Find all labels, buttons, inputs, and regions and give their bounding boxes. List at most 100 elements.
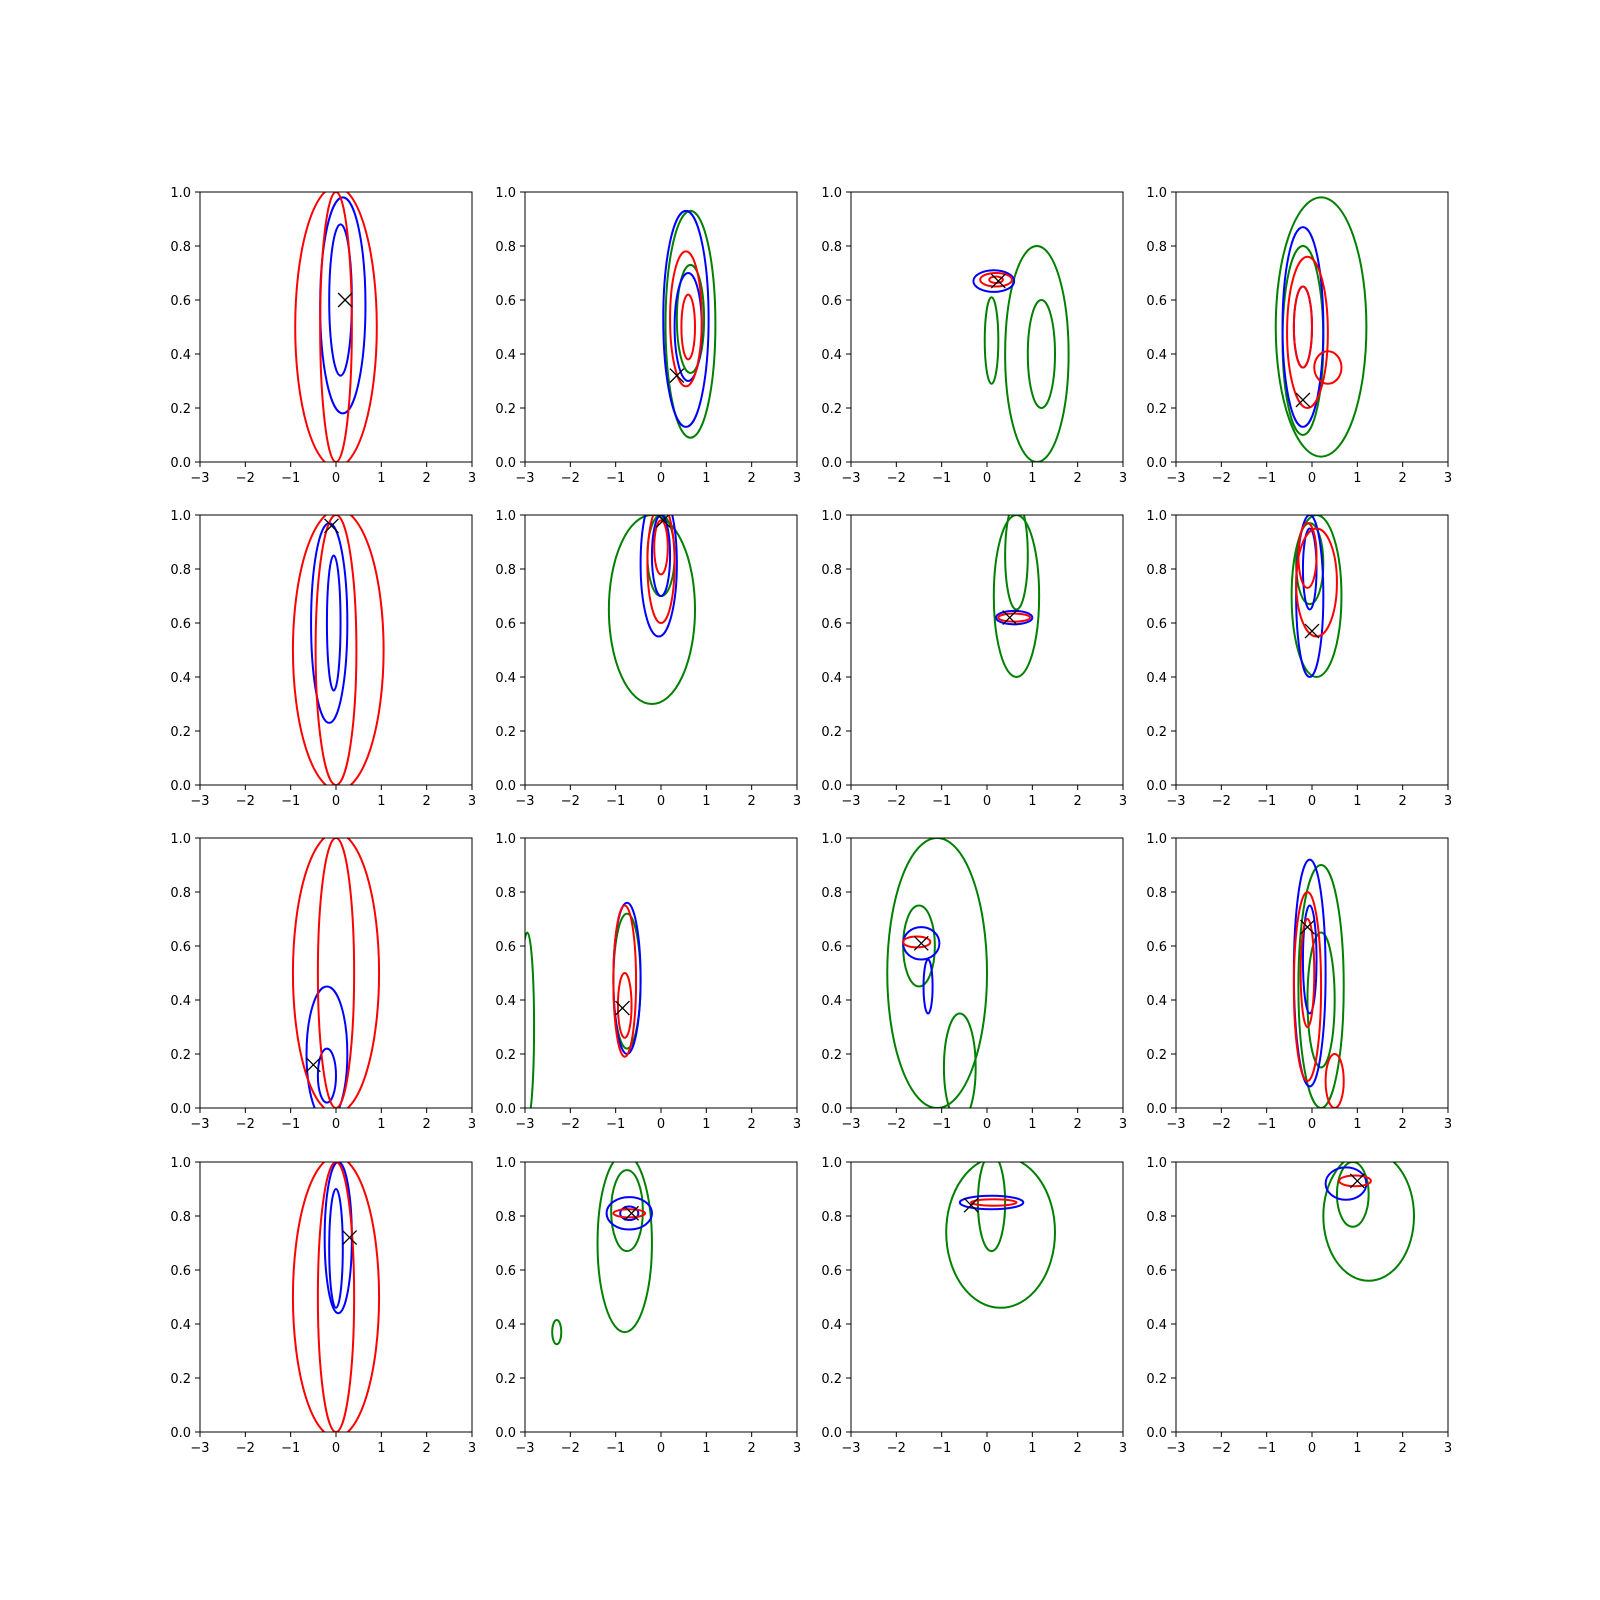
plot-area [1290, 515, 1343, 678]
panel-r4-c3: −3 −2 −1 0 1 2 3 0.0 0.2 0.4 0.6 0.8 1.0 [821, 1156, 1127, 1456]
x-tick-label: −1 [932, 471, 951, 486]
x-tick-label: −2 [887, 1117, 906, 1132]
red-contour [1324, 1053, 1345, 1108]
plot-area [1292, 858, 1345, 1108]
x-tick-label: 3 [1119, 794, 1127, 809]
x-tick-label: 0 [983, 794, 991, 809]
red-contour [612, 1208, 647, 1219]
blue-contour [958, 1194, 1025, 1211]
red-contour [1286, 255, 1329, 409]
x-tick-label: 2 [748, 1441, 756, 1456]
y-tick-label: 0.4 [495, 1318, 516, 1333]
x-tick-label: −1 [1257, 1117, 1276, 1132]
y-tick-label: 0.2 [495, 725, 516, 740]
axes-frame [850, 514, 1124, 786]
green-contour [983, 296, 1000, 385]
y-tick-label: 0.0 [821, 1102, 842, 1117]
red-contour [294, 192, 378, 462]
x-tick-label: 1 [377, 471, 385, 486]
plot-area [607, 515, 696, 705]
x-marker [669, 368, 685, 384]
blue-contour [1301, 527, 1318, 611]
x-tick-label: −2 [1212, 471, 1231, 486]
plot-area [1322, 1162, 1415, 1282]
x-tick-label: 0 [332, 1441, 340, 1456]
green-contour [607, 515, 696, 705]
axes-frame [850, 191, 1124, 463]
x-tick-label: −1 [1257, 1441, 1276, 1456]
green-contour [992, 515, 1041, 678]
x-tick-label: −3 [841, 1117, 860, 1132]
x-tick-label: 0 [1308, 1441, 1316, 1456]
axes-frame [524, 514, 798, 786]
panel-r2-c4: −3 −2 −1 0 1 2 3 0.0 0.2 0.4 0.6 0.8 1.0 [1146, 509, 1452, 809]
x-marker [342, 1230, 358, 1246]
x-tick-label: 1 [377, 1441, 385, 1456]
y-tick-label: 0.4 [821, 1318, 842, 1333]
green-contour [1322, 1162, 1415, 1282]
y-tick-label: 1.0 [495, 509, 516, 524]
green-contour [1004, 245, 1070, 462]
y-tick-label: 0.0 [495, 456, 516, 471]
y-tick-label: 0.6 [170, 617, 191, 632]
blue-contour [1324, 1166, 1368, 1201]
x-tick-label: 3 [793, 1117, 801, 1132]
y-tick-label: 1.0 [1146, 832, 1167, 847]
x-tick-label: −1 [1257, 471, 1276, 486]
axes-frame [1175, 837, 1449, 1109]
y-tick-label: 0.0 [1146, 1102, 1167, 1117]
x-tick-label: 3 [793, 1441, 801, 1456]
blue-contour [662, 209, 710, 428]
x-tick-label: 3 [468, 1441, 476, 1456]
x-marker [615, 1000, 630, 1016]
y-tick-label: 0.8 [821, 240, 842, 255]
red-contour [316, 1162, 356, 1432]
plot-area [551, 1162, 653, 1346]
red-contour [646, 515, 676, 624]
x-tick-label: −2 [561, 1441, 580, 1456]
x-tick-label: 1 [1353, 1441, 1361, 1456]
x-tick-label: −3 [841, 794, 860, 809]
y-tick-label: 0.8 [1146, 240, 1167, 255]
y-tick-label: 0.4 [495, 671, 516, 686]
axes-frame [1175, 1161, 1449, 1433]
axes-frame [199, 514, 473, 786]
blue-contour [605, 1196, 653, 1231]
panel-r3-c4: −3 −2 −1 0 1 2 3 0.0 0.2 0.4 0.6 0.8 1.0 [1146, 832, 1452, 1132]
y-tick-label: 0.4 [821, 994, 842, 1009]
x-tick-label: 1 [377, 1117, 385, 1132]
blue-contour [619, 1205, 640, 1222]
blue-contour [1301, 904, 1318, 1015]
y-tick-label: 0.6 [170, 940, 191, 955]
blue-contour [319, 196, 367, 415]
y-tick-label: 0.8 [170, 563, 191, 578]
x-tick-label: −2 [236, 1117, 255, 1132]
y-tick-label: 0.4 [170, 994, 191, 1009]
x-tick-label: −1 [1257, 794, 1276, 809]
x-tick-label: 3 [1444, 471, 1452, 486]
y-tick-label: 0.0 [170, 456, 191, 471]
x-tick-label: −1 [606, 794, 625, 809]
x-tick-label: 2 [423, 1117, 431, 1132]
x-tick-label: −2 [236, 471, 255, 486]
y-tick-label: 0.2 [821, 1372, 842, 1387]
x-tick-label: −2 [1212, 1441, 1231, 1456]
blue-contour [639, 515, 678, 638]
x-tick-label: 2 [1074, 1117, 1082, 1132]
red-contour [1338, 1174, 1372, 1188]
blue-contour [325, 554, 342, 692]
y-tick-label: 1.0 [170, 832, 191, 847]
x-tick-label: −2 [1212, 794, 1231, 809]
x-tick-label: −1 [932, 1117, 951, 1132]
red-contour [1299, 918, 1316, 1028]
y-tick-label: 0.6 [1146, 940, 1167, 955]
x-tick-label: −2 [236, 794, 255, 809]
x-marker [655, 515, 671, 528]
x-tick-label: 1 [1028, 471, 1036, 486]
red-contour [291, 838, 381, 1108]
blue-contour [972, 269, 1016, 293]
panel-r1-c2: −3 −2 −1 0 1 2 3 0.0 0.2 0.4 0.6 0.8 1.0 [495, 186, 801, 486]
green-contour [551, 1318, 563, 1346]
y-tick-label: 0.8 [1146, 1210, 1167, 1225]
panel-r3-c3: −3 −2 −1 0 1 2 3 0.0 0.2 0.4 0.6 0.8 1.0 [821, 832, 1127, 1132]
